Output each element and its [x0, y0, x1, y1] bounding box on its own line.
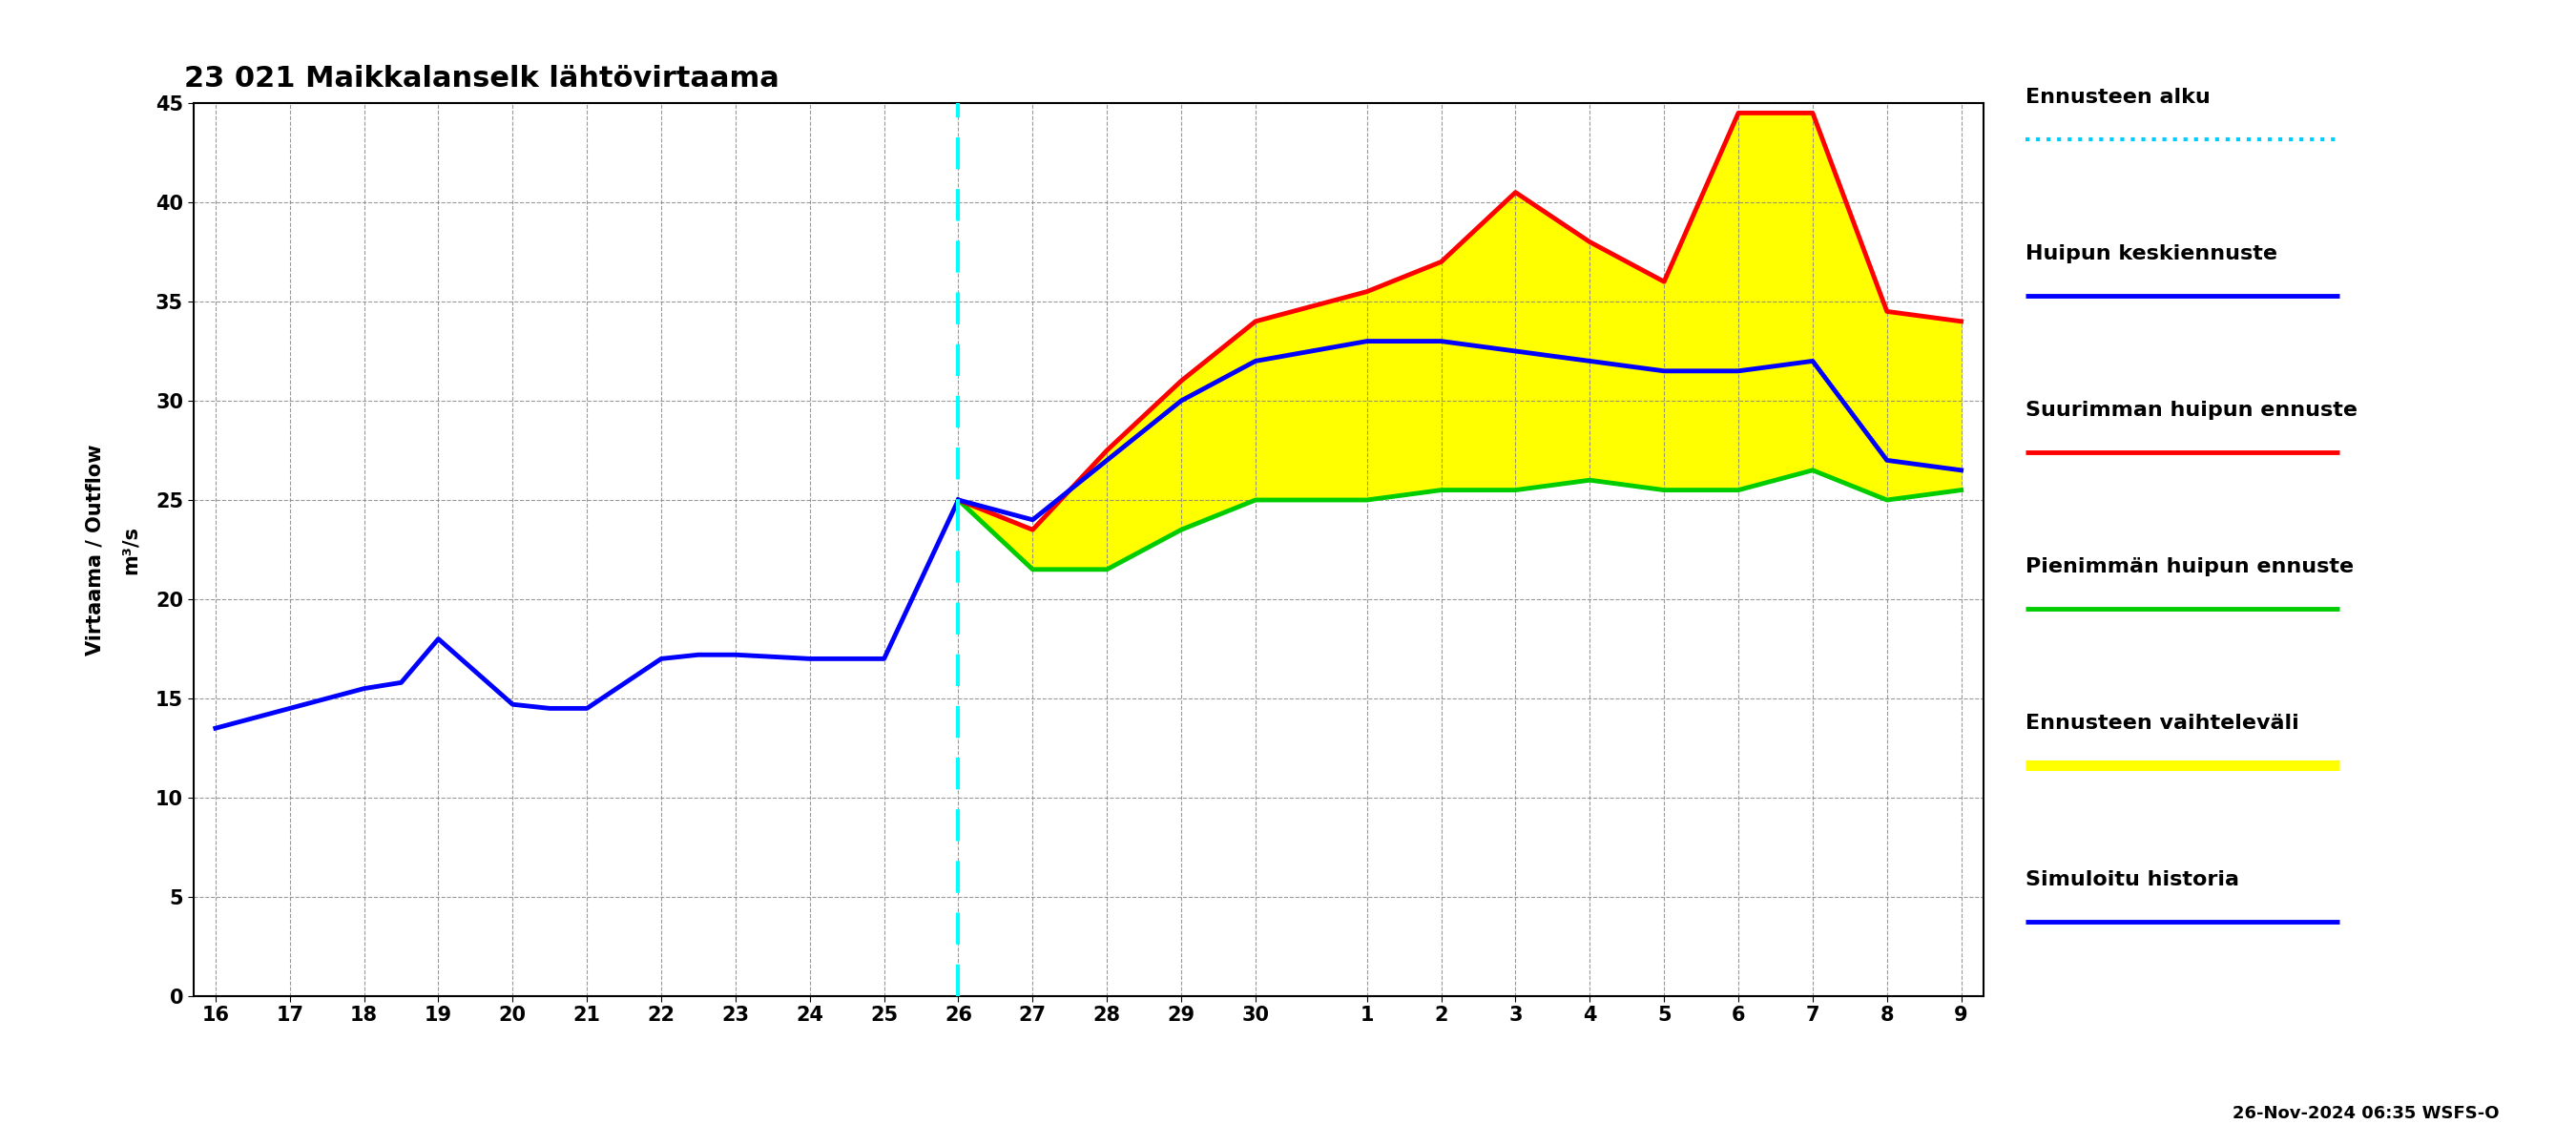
Text: Ennusteen alku: Ennusteen alku	[2025, 87, 2210, 106]
Text: m³/s: m³/s	[121, 526, 139, 574]
Text: Simuloitu historia: Simuloitu historia	[2025, 870, 2239, 889]
Text: 26-Nov-2024 06:35 WSFS-O: 26-Nov-2024 06:35 WSFS-O	[2231, 1105, 2499, 1122]
Text: 23 021 Maikkalanselk lähtövirtaama: 23 021 Maikkalanselk lähtövirtaama	[185, 65, 781, 93]
Text: Ennusteen vaihteleväli: Ennusteen vaihteleväli	[2025, 713, 2298, 733]
Text: Virtaama / Outflow: Virtaama / Outflow	[85, 444, 103, 655]
Text: Pienimmän huipun ennuste: Pienimmän huipun ennuste	[2025, 556, 2354, 576]
Text: Suurimman huipun ennuste: Suurimman huipun ennuste	[2025, 401, 2357, 419]
Text: Huipun keskiennuste: Huipun keskiennuste	[2025, 244, 2277, 263]
